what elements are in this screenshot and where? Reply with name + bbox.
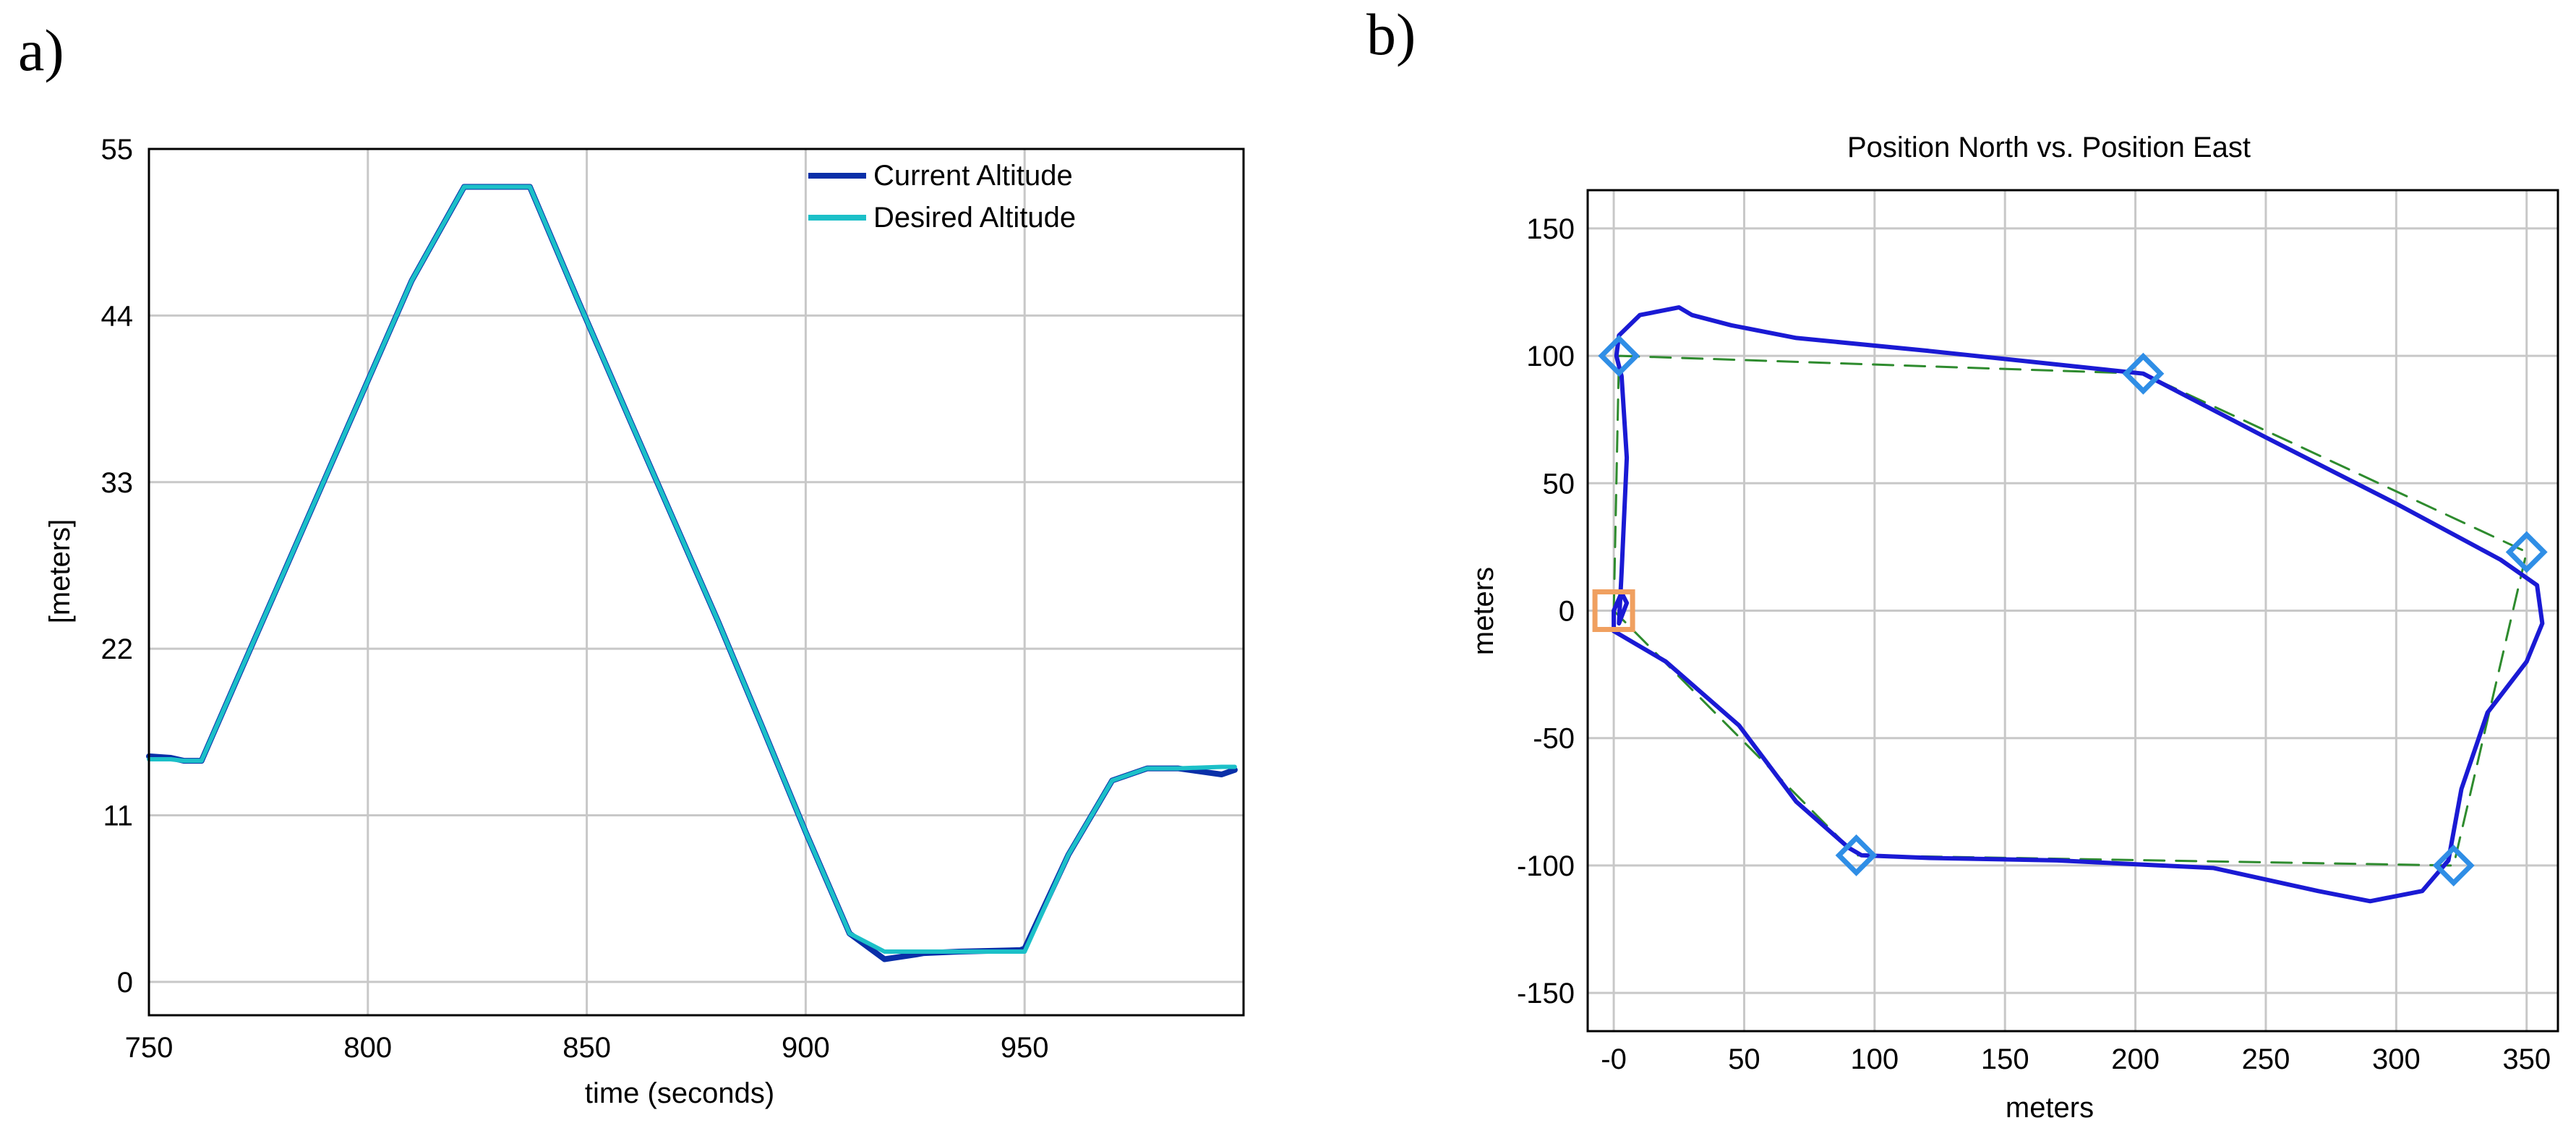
y-tick-label: -150: [1517, 978, 1575, 1009]
panel-label-b: b): [1366, 1, 1416, 67]
chart-b-lines: [1612, 305, 2545, 904]
chart-b-markers: [1592, 335, 2548, 887]
y-tick-label: 0: [1559, 596, 1575, 628]
x-tick-label: 100: [1850, 1043, 1899, 1075]
chart-a-x-ticks: 750 800 850 900 950: [125, 1032, 1049, 1064]
chart-b-y-ticks: -150 -100 -50 0 50 100 150: [1517, 213, 1575, 1009]
y-tick-label: 44: [101, 300, 134, 332]
y-tick-label: 0: [117, 967, 133, 999]
chart-a-x-axis-label: time (seconds): [585, 1077, 774, 1109]
chart-a-y-ticks: 0 11 22 33 44 55: [101, 134, 134, 999]
chart-b-title: Position North vs. Position East: [1847, 132, 2251, 163]
waypoint-marker: [1598, 335, 1640, 377]
chart-b-x-axis-label: meters: [2006, 1092, 2094, 1124]
legend-label-desired-altitude: Desired Altitude: [873, 202, 1076, 234]
x-tick-label: 200: [2111, 1043, 2160, 1075]
series-line-flight-path: [1612, 305, 2545, 904]
y-tick-label: 11: [103, 800, 133, 832]
y-tick-label: 50: [1543, 468, 1575, 500]
chart-b-x-ticks: -0 50 100 150 200 250 300 350: [1601, 1043, 2551, 1075]
legend-label-current-altitude: Current Altitude: [873, 160, 1073, 192]
chart-a-lines: [146, 184, 1238, 962]
y-tick-label: 100: [1526, 341, 1575, 372]
x-tick-label: 50: [1728, 1043, 1760, 1075]
x-tick-label: 150: [1981, 1043, 2029, 1075]
x-tick-label: 850: [562, 1032, 611, 1064]
y-tick-label: 150: [1526, 213, 1575, 245]
waypoint-marker: [2505, 531, 2548, 573]
series-line-desired-altitude: [147, 184, 1237, 954]
chart-b-frame: [1586, 189, 2559, 1033]
chart-a: a) 0 11 22 33 44 55 750 800 850 900 950 Current A…: [18, 17, 1245, 1109]
y-tick-label: 55: [101, 134, 134, 166]
y-tick-label: -50: [1533, 723, 1575, 755]
x-tick-label: 750: [125, 1032, 174, 1064]
waypoint-marker: [1835, 834, 1878, 876]
x-tick-label: 250: [2242, 1043, 2290, 1075]
chart-b-grid: [1588, 190, 2558, 1031]
y-tick-label: 22: [101, 633, 134, 665]
chart-b: b) Position North vs. Position East -150…: [1366, 1, 2559, 1124]
x-tick-label: 900: [782, 1032, 830, 1064]
x-tick-label: 950: [1001, 1032, 1049, 1064]
chart-a-legend: Current Altitude Desired Altitude: [808, 160, 1076, 234]
y-tick-label: -100: [1517, 850, 1575, 882]
chart-a-frame: [147, 148, 1245, 1017]
x-tick-label: 350: [2502, 1043, 2551, 1075]
waypoint-marker: [2122, 352, 2165, 395]
chart-b-y-axis-label: meters: [1468, 567, 1499, 655]
y-tick-label: 33: [101, 467, 134, 499]
waypoint-marker: [2432, 844, 2475, 887]
series-line-planned-route: [1612, 354, 2528, 867]
home-marker: [1592, 589, 1635, 632]
panel-label-a: a): [18, 17, 64, 83]
chart-a-y-axis-label: [meters]: [44, 519, 76, 623]
x-tick-label: 300: [2372, 1043, 2421, 1075]
chart-a-grid: [147, 148, 1244, 1015]
x-tick-label: -0: [1601, 1043, 1627, 1075]
series-line-current-altitude: [146, 184, 1238, 962]
x-tick-label: 800: [343, 1032, 392, 1064]
